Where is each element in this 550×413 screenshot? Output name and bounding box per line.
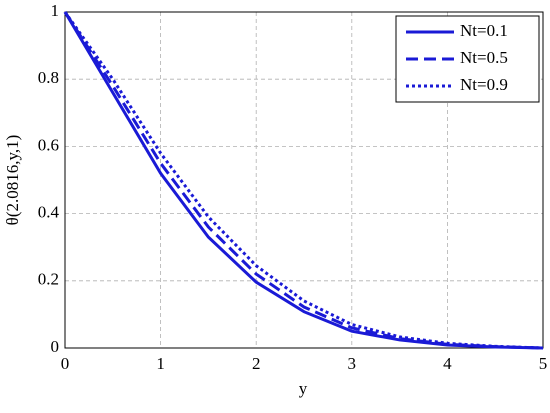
x-tick-label: 1	[156, 354, 165, 373]
y-tick-label: 0.4	[38, 203, 60, 222]
plot-frame	[64, 11, 544, 349]
legend-box	[395, 15, 540, 103]
data-line	[63, 11, 544, 350]
x-tick-label: 5	[539, 354, 548, 373]
x-tick-label: 2	[252, 354, 261, 373]
x-tick-label: 4	[443, 354, 452, 373]
y-tick-label: 0.6	[38, 135, 59, 154]
legend-label: Nt=0.5	[460, 48, 508, 67]
legend-label: Nt=0.9	[460, 75, 508, 94]
y-tick-label: 0.8	[38, 68, 59, 87]
y-tick-label: 0.2	[38, 270, 59, 289]
x-tick-label: 3	[348, 354, 357, 373]
x-tick-label: 0	[61, 354, 70, 373]
y-tick-label: 0	[51, 337, 60, 356]
legend-label: Nt=0.1	[460, 21, 508, 40]
y-tick-label: 1	[51, 1, 60, 20]
x-axis-label: y	[299, 379, 308, 398]
y-axis-label: θ(2.0816,y,1)	[3, 135, 22, 226]
